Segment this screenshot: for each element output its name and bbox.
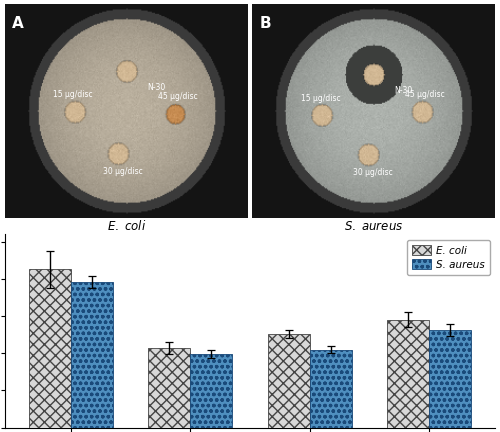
Bar [310,349,352,428]
Bar [388,320,430,428]
Text: 30 μg/disc: 30 μg/disc [354,168,393,177]
Text: $\it{E.\ coli}$: $\it{E.\ coli}$ [106,219,146,233]
Bar [70,282,112,428]
Text: 15 μg/disc: 15 μg/disc [53,90,93,99]
Legend: E. coli, S. aureus: E. coli, S. aureus [406,239,490,275]
Text: $\it{S.\ aureus}$: $\it{S.\ aureus}$ [344,220,404,233]
Text: A: A [12,16,24,31]
Bar [190,354,232,428]
Text: 45 μg/disc: 45 μg/disc [158,92,198,102]
Text: B: B [260,16,271,31]
Text: 45 μg/disc: 45 μg/disc [405,90,444,99]
Text: 15 μg/disc: 15 μg/disc [300,93,341,102]
Text: N-30: N-30 [394,86,413,95]
Bar [29,269,70,428]
Bar [268,334,310,428]
Text: N-30: N-30 [147,83,166,92]
Bar [430,330,471,428]
Text: 30 μg/disc: 30 μg/disc [102,167,142,176]
Bar [148,348,190,428]
